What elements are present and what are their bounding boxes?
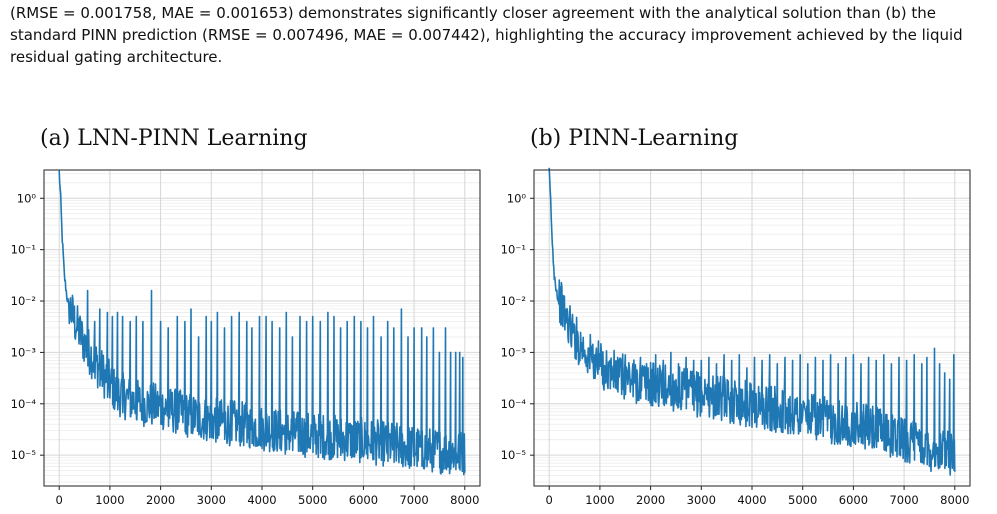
loss-series-line [548, 167, 956, 476]
x-tick-label: 2000 [636, 493, 665, 507]
x-tick-label: 7000 [889, 493, 918, 507]
plot-frame [533, 169, 971, 487]
y-tick-label: 10⁰ [17, 191, 37, 205]
x-tick-label: 4000 [737, 493, 766, 507]
y-tick-label: 10⁻³ [11, 345, 37, 359]
chart-panel-b: (b) PINN-Learning 10⁻⁵ 10⁻⁴ 10⁻³ 10⁻² 10⁻¹ 10… [490, 120, 980, 514]
x-tick-label: 7000 [399, 493, 428, 507]
x-tick-label: 3000 [687, 493, 716, 507]
y-tick-label: 10⁻² [11, 294, 36, 308]
x-tick-label: 6000 [349, 493, 378, 507]
x-tick-label: 8000 [450, 493, 479, 507]
y-tick-label: 10⁻¹ [501, 243, 526, 257]
y-tick-label: 10⁻³ [501, 345, 527, 359]
chart-title-b: (b) PINN-Learning [530, 126, 739, 151]
y-tick-label: 10⁻⁵ [11, 448, 37, 462]
figure-caption: (RMSE = 0.001758, MAE = 0.001653) demons… [10, 2, 987, 68]
chart-b-svg: 10⁻⁵ 10⁻⁴ 10⁻³ 10⁻² 10⁻¹ 10⁰ 0 1000 2000 3000 4000… [501, 167, 971, 507]
x-tick-label: 3000 [197, 493, 226, 507]
y-tick-label: 10⁰ [507, 191, 527, 205]
chart-title-a: (a) LNN-PINN Learning [40, 126, 308, 151]
caption-line-1: (RMSE = 0.001758, MAE = 0.001653) demons… [10, 4, 937, 22]
loss-series-line [58, 170, 466, 476]
x-tick-label: 2000 [146, 493, 175, 507]
caption-line-2: standard PINN prediction (RMSE = 0.00749… [10, 26, 963, 44]
y-tick-label: 10⁻⁴ [11, 397, 37, 411]
x-tick-label: 0 [546, 493, 553, 507]
x-tick-label: 8000 [940, 493, 969, 507]
x-tick-label: 1000 [585, 493, 614, 507]
x-tick-label: 1000 [95, 493, 124, 507]
y-tick-label: 10⁻⁴ [501, 397, 527, 411]
y-tick-label: 10⁻¹ [11, 243, 36, 257]
x-tick-label: 5000 [298, 493, 327, 507]
y-tick-label: 10⁻⁵ [501, 448, 527, 462]
x-tick-label: 5000 [788, 493, 817, 507]
y-tick-label: 10⁻² [501, 294, 526, 308]
x-tick-label: 0 [56, 493, 63, 507]
chart-panel-a: (a) LNN-PINN Learning 10⁻⁵ 10⁻⁴ 10⁻³ 10⁻² 10… [0, 120, 490, 514]
x-tick-label: 6000 [839, 493, 868, 507]
plot-frame [43, 169, 481, 487]
x-tick-label: 4000 [247, 493, 276, 507]
chart-a-svg: 10⁻⁵ 10⁻⁴ 10⁻³ 10⁻² 10⁻¹ 10⁰ 0 1000 2000 3000 4000… [11, 169, 481, 507]
caption-line-3: residual gating architecture. [10, 48, 223, 66]
